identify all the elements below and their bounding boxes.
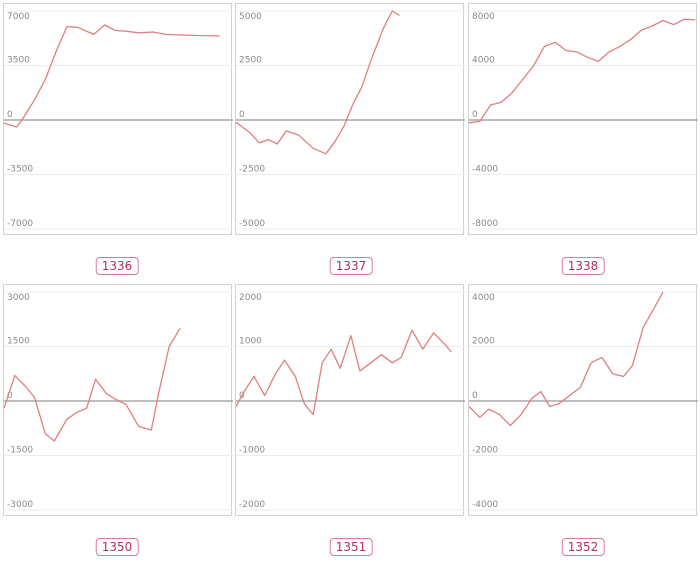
series-line bbox=[4, 327, 181, 442]
y-tick-label: 0 bbox=[472, 110, 478, 120]
y-tick-label: -7000 bbox=[7, 219, 33, 229]
series-line bbox=[469, 291, 664, 427]
series-line bbox=[236, 329, 452, 416]
y-tick-label: -3500 bbox=[7, 165, 33, 175]
y-tick-label: 3000 bbox=[7, 293, 30, 303]
y-tick-label: 4000 bbox=[472, 293, 495, 303]
chart-id-badge[interactable]: 1352 bbox=[561, 538, 605, 556]
y-tick-label: -2000 bbox=[472, 446, 498, 456]
series-line bbox=[4, 24, 220, 128]
y-tick-label: -5000 bbox=[239, 219, 265, 229]
y-tick-label: 1000 bbox=[239, 337, 262, 347]
y-tick-label: 0 bbox=[472, 391, 478, 401]
y-tick-label: 0 bbox=[7, 110, 13, 120]
y-tick-label: -8000 bbox=[472, 219, 498, 229]
chart-id-badge[interactable]: 1338 bbox=[561, 257, 605, 275]
y-tick-label: 3500 bbox=[7, 56, 30, 66]
series-line bbox=[469, 18, 696, 124]
chart-id-badge[interactable]: 1351 bbox=[329, 538, 373, 556]
y-tick-label: 7000 bbox=[7, 12, 30, 22]
y-tick-label: 2500 bbox=[239, 56, 262, 66]
y-tick-label: -4000 bbox=[472, 165, 498, 175]
y-tick-label: 2000 bbox=[472, 337, 495, 347]
y-tick-label: -1500 bbox=[7, 446, 33, 456]
y-tick-label: 0 bbox=[239, 110, 245, 120]
y-tick-label: -2000 bbox=[239, 500, 265, 510]
chart-id-badge[interactable]: 1336 bbox=[95, 257, 139, 275]
series-line bbox=[236, 10, 400, 155]
chart-id-badge[interactable]: 1337 bbox=[329, 257, 373, 275]
y-tick-label: 1500 bbox=[7, 337, 30, 347]
y-tick-label: -4000 bbox=[472, 500, 498, 510]
y-tick-label: 4000 bbox=[472, 56, 495, 66]
y-tick-label: -3000 bbox=[7, 500, 33, 510]
y-tick-label: 8000 bbox=[472, 12, 495, 22]
y-tick-label: 5000 bbox=[239, 12, 262, 22]
y-tick-label: -2500 bbox=[239, 165, 265, 175]
y-tick-label: 2000 bbox=[239, 293, 262, 303]
y-tick-label: 0 bbox=[7, 391, 13, 401]
y-tick-label: -1000 bbox=[239, 446, 265, 456]
chart-id-badge[interactable]: 1350 bbox=[95, 538, 139, 556]
